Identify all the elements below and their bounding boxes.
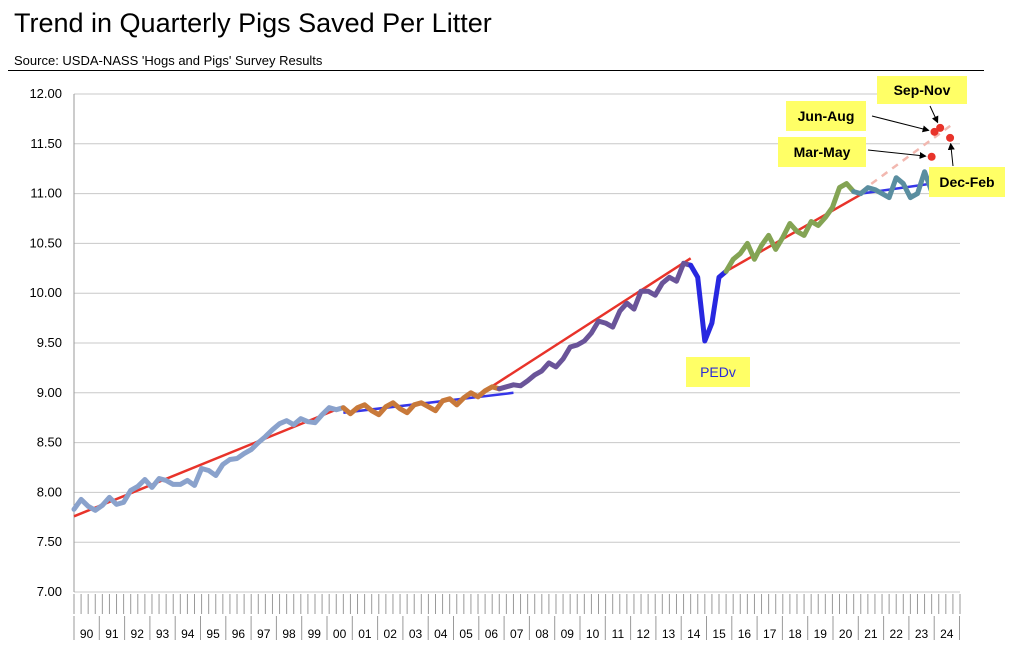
x-tick-label: 95 xyxy=(206,627,220,641)
callout-arrow xyxy=(947,142,955,167)
x-tick-label: 91 xyxy=(105,627,119,641)
trendlines xyxy=(73,122,954,518)
x-tick-label: 98 xyxy=(282,627,296,641)
y-tick-label: 7.50 xyxy=(37,534,62,549)
y-tick-label: 8.50 xyxy=(37,435,62,450)
callout-label: PEDv xyxy=(700,364,736,380)
series-line xyxy=(688,262,729,344)
x-tick-label: 06 xyxy=(485,627,499,641)
x-tick-label: 13 xyxy=(662,627,676,641)
y-tick-label: 10.00 xyxy=(29,285,62,300)
x-tick-label: 12 xyxy=(637,627,651,641)
y-tick-label: 11.00 xyxy=(30,186,62,201)
x-tick-label: 22 xyxy=(890,627,904,641)
x-tick-label: 10 xyxy=(586,627,600,641)
callout-label: Mar-May xyxy=(794,144,851,160)
series-line xyxy=(340,384,502,418)
y-tick-label: 7.00 xyxy=(37,584,62,599)
y-tick-label: 8.00 xyxy=(37,484,62,499)
x-tick-label: 03 xyxy=(409,627,423,641)
callout-box xyxy=(877,76,967,104)
data-series xyxy=(71,169,935,513)
x-tick-label: 96 xyxy=(232,627,246,641)
title-divider xyxy=(8,70,984,71)
trendline xyxy=(73,405,344,518)
y-tick-label: 10.50 xyxy=(29,235,62,250)
x-tick-label: 07 xyxy=(510,627,524,641)
callout-arrow xyxy=(929,105,939,124)
highlight-point xyxy=(936,123,945,132)
highlight-point xyxy=(927,152,936,161)
series-line xyxy=(723,181,857,274)
x-tick-label: 21 xyxy=(864,627,878,641)
x-tick-label: 15 xyxy=(712,627,726,641)
x-tick-label: 04 xyxy=(434,627,448,641)
callout-arrow xyxy=(871,115,930,133)
axes: 7.00 7.50 8.00 8.50 9.00 9.50 10.00 10.50 11.00 1… xyxy=(29,86,961,641)
x-tick-label: 23 xyxy=(915,627,929,641)
x-tick-label: 97 xyxy=(257,627,271,641)
annotations: PEDv Jun-Aug Sep-Nov Mar-May Dec-Feb xyxy=(686,76,1005,387)
highlight-points xyxy=(927,123,955,161)
x-tick-label: 14 xyxy=(687,627,701,641)
chart-title: Trend in Quarterly Pigs Saved Per Litter xyxy=(14,8,492,38)
x-tick-label: 94 xyxy=(181,627,195,641)
callout-label: Sep-Nov xyxy=(894,82,951,98)
y-tick-label: 12.00 xyxy=(29,86,62,101)
x-tick-label: 16 xyxy=(738,627,752,641)
chart-subtitle: Source: USDA-NASS 'Hogs and Pigs' Survey… xyxy=(14,53,323,68)
callout-box xyxy=(686,357,750,387)
trendline xyxy=(860,122,954,193)
x-tick-label: 01 xyxy=(358,627,372,641)
x-tick-label: 18 xyxy=(788,627,802,641)
x-tick-label: 90 xyxy=(80,627,94,641)
x-tick-label: 19 xyxy=(814,627,828,641)
y-tick-label: 9.00 xyxy=(37,385,62,400)
gridlines xyxy=(74,93,960,593)
callout-label: Jun-Aug xyxy=(798,108,855,124)
callout-label: Dec-Feb xyxy=(939,174,994,190)
x-tick-label: 17 xyxy=(763,627,777,641)
trendline xyxy=(725,193,862,273)
y-tick-label: 11.50 xyxy=(30,136,62,151)
x-tick-label: 09 xyxy=(561,627,575,641)
callout-box xyxy=(929,167,1005,197)
series-line xyxy=(71,405,346,513)
x-tick-label: 11 xyxy=(612,627,625,641)
trendline xyxy=(484,257,692,392)
highlight-point xyxy=(930,127,939,136)
x-tick-label: 02 xyxy=(384,627,398,641)
x-tick-label: 00 xyxy=(333,627,347,641)
callout-box xyxy=(786,101,866,131)
series-line xyxy=(851,169,935,201)
callout-arrow xyxy=(867,149,927,159)
x-tick-label: 08 xyxy=(535,627,549,641)
x-tick-label: 20 xyxy=(839,627,853,641)
callout-box xyxy=(778,137,866,167)
highlight-point xyxy=(946,133,955,142)
x-tick-label: 24 xyxy=(940,627,954,641)
series-line xyxy=(496,260,694,392)
y-tick-label: 9.50 xyxy=(37,335,62,350)
x-tick-label: 99 xyxy=(308,627,322,641)
x-tick-label: 05 xyxy=(459,627,473,641)
x-tick-label: 93 xyxy=(156,627,170,641)
x-tick-label: 92 xyxy=(131,627,145,641)
